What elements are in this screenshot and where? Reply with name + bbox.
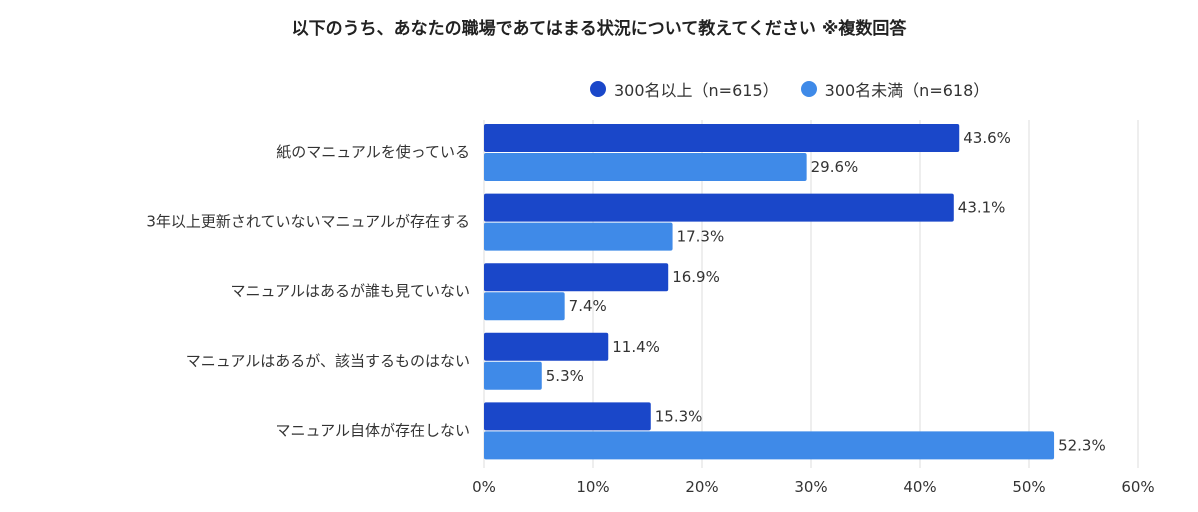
bar (484, 153, 807, 181)
x-tick-label: 30% (794, 478, 827, 496)
x-tick-label: 50% (1012, 478, 1045, 496)
legend: 300名以上（n=615） 300名未満（n=618） (590, 78, 1011, 100)
bar (484, 124, 960, 152)
x-tick-label: 0% (472, 478, 496, 496)
legend-item-series1: 300名以上（n=615） (590, 77, 779, 101)
bar (484, 361, 542, 390)
data-label: 11.4% (612, 338, 660, 356)
category-label: マニュアルはあるが、該当するものはない (186, 352, 470, 370)
data-label: 52.3% (1058, 436, 1106, 454)
legend-item-series2: 300名未満（n=618） (800, 77, 990, 101)
bar (484, 402, 651, 431)
data-label: 43.1% (958, 199, 1006, 217)
bar (484, 292, 565, 321)
x-tick-label: 60% (1121, 478, 1154, 496)
legend-label-series1: 300名以上（n=615） (614, 81, 779, 100)
data-label: 43.6% (963, 129, 1011, 147)
data-label: 16.9% (672, 268, 720, 286)
data-label: 5.3% (546, 367, 584, 385)
bar (484, 222, 673, 251)
bar (484, 263, 669, 292)
x-tick-label: 10% (576, 478, 609, 496)
data-label: 29.6% (811, 158, 859, 176)
x-tick-label: 40% (903, 478, 936, 496)
category-label: マニュアルはあるが誰も見ていない (230, 282, 470, 300)
category-label: 3年以上更新されていないマニュアルが存在する (146, 213, 470, 231)
bar (484, 193, 954, 222)
data-label: 15.3% (655, 407, 703, 425)
data-label: 7.4% (569, 297, 607, 315)
data-label: 17.3% (677, 228, 725, 246)
legend-label-series2: 300名未満（n=618） (824, 81, 990, 100)
category-label: 紙のマニュアルを使っている (276, 143, 470, 161)
legend-swatch-series1 (590, 81, 606, 97)
chart-title: 以下のうち、あなたの職場であてはまる状況について教えてください ※複数回答 (291, 19, 907, 39)
bar (484, 332, 609, 361)
x-tick-label: 20% (685, 478, 718, 496)
legend-swatch-series2 (800, 81, 817, 97)
category-label: マニュアル自体が存在しない (275, 421, 470, 439)
bar (484, 431, 1055, 460)
